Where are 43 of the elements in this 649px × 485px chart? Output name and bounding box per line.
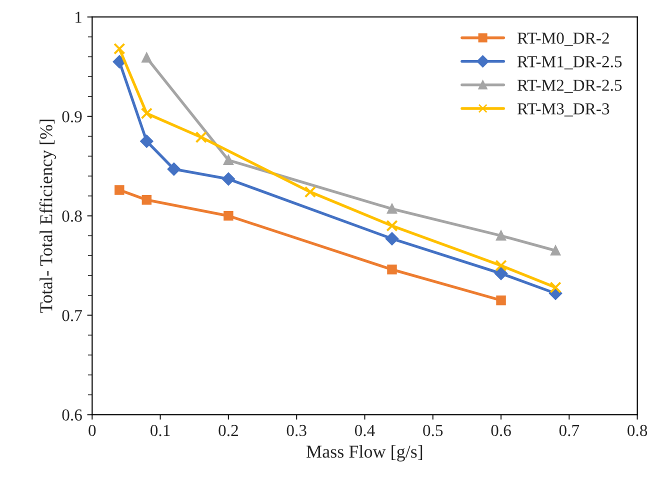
- x-tick-label: 0.3: [286, 424, 306, 436]
- point: [140, 108, 153, 120]
- legend-label: RT-M3_DR-3: [517, 103, 610, 116]
- point: [142, 52, 152, 63]
- y-tick-label: 0.6: [62, 409, 82, 421]
- legend-label: RT-M0_DR-2: [517, 32, 609, 46]
- y-tick-label: 0.8: [62, 210, 82, 222]
- point: [550, 246, 560, 256]
- x-tick-label: 0.5: [423, 424, 443, 436]
- x-tick-label: 0.4: [354, 424, 375, 436]
- point: [195, 131, 208, 144]
- y-tick-label: 0.7: [62, 310, 82, 322]
- legend-label: RT-M2_DR-2.5: [517, 80, 622, 93]
- point: [495, 260, 507, 272]
- y-tick-label: 1: [76, 12, 82, 23]
- x-tick-label: 0.2: [218, 424, 238, 436]
- point: [140, 134, 154, 148]
- legend-label: RT-M1_DR-2.5: [517, 56, 622, 70]
- point: [387, 264, 397, 274]
- x-tick-label: 0.7: [559, 424, 580, 436]
- point: [550, 282, 562, 294]
- x-tick-label: 0.6: [491, 424, 511, 436]
- x-axis-title: Mass Flow [g/s]: [306, 445, 422, 462]
- point: [386, 220, 398, 232]
- point: [496, 230, 506, 241]
- point: [167, 162, 180, 176]
- point: [387, 204, 397, 214]
- point: [142, 195, 152, 205]
- point: [112, 55, 126, 68]
- point: [222, 172, 235, 186]
- x-tick-label: 0: [88, 424, 96, 436]
- point: [304, 186, 316, 198]
- point: [114, 185, 124, 195]
- point: [494, 267, 508, 280]
- y-tick-label: 0.9: [62, 111, 82, 122]
- x-tick-label: 0.8: [628, 424, 648, 436]
- point: [224, 210, 234, 221]
- point: [224, 155, 234, 166]
- x-tick-label: 0.1: [150, 424, 170, 436]
- point: [114, 42, 126, 55]
- y-axis-title: Total- Total Efficiency [%]: [39, 120, 56, 313]
- point: [496, 295, 506, 306]
- point: [386, 232, 398, 246]
